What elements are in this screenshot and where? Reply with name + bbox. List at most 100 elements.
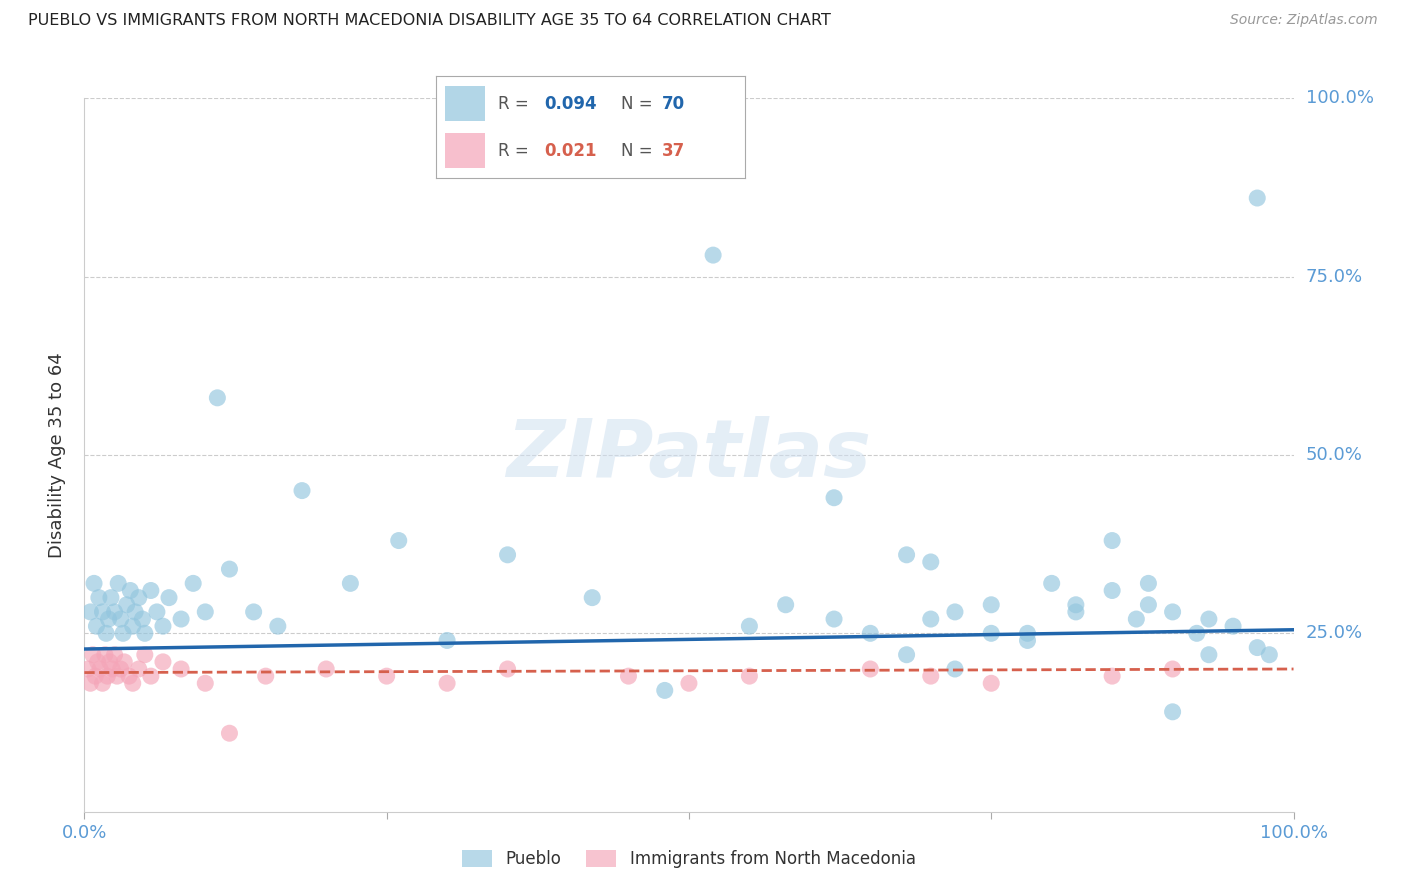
Point xyxy=(702,248,724,262)
Point xyxy=(77,662,100,676)
Text: R =: R = xyxy=(498,95,534,112)
Point xyxy=(943,605,966,619)
Point xyxy=(823,491,845,505)
Point xyxy=(1101,669,1123,683)
Text: 75.0%: 75.0% xyxy=(1306,268,1362,285)
Point xyxy=(105,669,128,683)
Point xyxy=(496,548,519,562)
Point xyxy=(170,662,193,676)
Point xyxy=(823,612,845,626)
Point xyxy=(375,669,398,683)
Point xyxy=(118,669,141,683)
Point xyxy=(920,669,942,683)
Point xyxy=(896,548,918,562)
Point xyxy=(388,533,411,548)
Point xyxy=(134,648,156,662)
Point xyxy=(617,669,640,683)
Bar xyxy=(446,87,485,121)
Point xyxy=(112,655,135,669)
Point xyxy=(1185,626,1208,640)
Point xyxy=(436,676,458,690)
Y-axis label: Disability Age 35 to 64: Disability Age 35 to 64 xyxy=(48,352,66,558)
Point xyxy=(139,669,162,683)
Point xyxy=(1101,583,1123,598)
Text: 50.0%: 50.0% xyxy=(1306,446,1362,464)
Point xyxy=(1161,605,1184,619)
Point xyxy=(1246,640,1268,655)
Text: 100.0%: 100.0% xyxy=(1306,89,1374,107)
Point xyxy=(980,598,1002,612)
Point xyxy=(218,726,240,740)
Point xyxy=(110,662,132,676)
Point xyxy=(112,626,135,640)
Text: R =: R = xyxy=(498,142,534,160)
Point xyxy=(128,591,150,605)
Point xyxy=(128,662,150,676)
Point xyxy=(496,662,519,676)
Point xyxy=(242,605,264,619)
Point xyxy=(1258,648,1281,662)
Point xyxy=(104,605,127,619)
Point xyxy=(1101,533,1123,548)
Point xyxy=(110,612,132,626)
Point xyxy=(194,605,217,619)
Point xyxy=(152,655,174,669)
Point xyxy=(339,576,361,591)
Point xyxy=(1017,626,1039,640)
Point xyxy=(98,655,121,669)
Point xyxy=(157,591,180,605)
Point xyxy=(859,626,882,640)
Point xyxy=(100,591,122,605)
Bar xyxy=(446,133,485,168)
Point xyxy=(254,669,277,683)
Text: 0.094: 0.094 xyxy=(544,95,596,112)
Point xyxy=(775,598,797,612)
Point xyxy=(104,648,127,662)
Point xyxy=(87,591,110,605)
Point xyxy=(82,648,104,662)
Point xyxy=(1137,598,1160,612)
Point xyxy=(291,483,314,498)
Text: N =: N = xyxy=(621,142,658,160)
Point xyxy=(146,605,169,619)
Point xyxy=(86,619,108,633)
Point xyxy=(120,583,142,598)
Text: PUEBLO VS IMMIGRANTS FROM NORTH MACEDONIA DISABILITY AGE 35 TO 64 CORRELATION CH: PUEBLO VS IMMIGRANTS FROM NORTH MACEDONI… xyxy=(28,13,831,29)
Point xyxy=(134,626,156,640)
Point xyxy=(1161,705,1184,719)
Text: Source: ZipAtlas.com: Source: ZipAtlas.com xyxy=(1230,13,1378,28)
Point xyxy=(1198,612,1220,626)
Point xyxy=(79,676,101,690)
Point xyxy=(1125,612,1147,626)
Point xyxy=(181,576,204,591)
Point xyxy=(1198,648,1220,662)
Text: 0.021: 0.021 xyxy=(544,142,596,160)
Point xyxy=(980,626,1002,640)
Point xyxy=(83,576,105,591)
Point xyxy=(581,591,603,605)
Legend: Pueblo, Immigrants from North Macedonia: Pueblo, Immigrants from North Macedonia xyxy=(456,843,922,875)
Point xyxy=(218,562,240,576)
Point xyxy=(97,612,120,626)
Text: N =: N = xyxy=(621,95,658,112)
Point xyxy=(207,391,229,405)
Point xyxy=(1246,191,1268,205)
Point xyxy=(131,612,153,626)
Point xyxy=(315,662,337,676)
Point xyxy=(1137,576,1160,591)
Point xyxy=(107,576,129,591)
Point xyxy=(121,676,143,690)
Point xyxy=(896,648,918,662)
Point xyxy=(943,662,966,676)
Point xyxy=(121,619,143,633)
Point xyxy=(267,619,290,633)
Point xyxy=(1040,576,1063,591)
Text: ZIPatlas: ZIPatlas xyxy=(506,416,872,494)
Point xyxy=(124,605,146,619)
Point xyxy=(96,669,118,683)
Point xyxy=(1064,598,1087,612)
Point xyxy=(94,626,117,640)
Point xyxy=(1222,619,1244,633)
Text: 37: 37 xyxy=(662,142,685,160)
Point xyxy=(1161,662,1184,676)
